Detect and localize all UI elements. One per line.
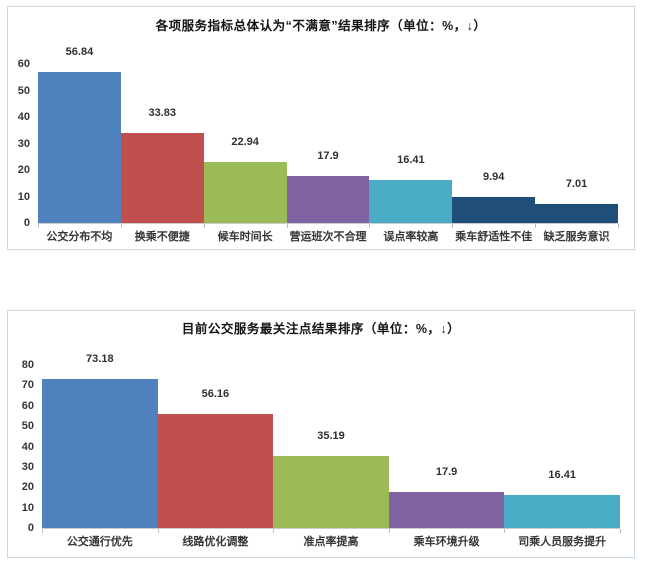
chart-card-focus-ranking: 目前公交服务最关注点结果排序（单位：%，↓） 0 10 20 30 40 50 60 70 80…: [7, 310, 635, 558]
bar-value-label: 33.83: [148, 107, 177, 120]
bar: [535, 204, 618, 223]
bar: [203, 162, 287, 223]
bar-value-label: 9.94: [482, 170, 505, 183]
plot-area: 0 10 20 30 40 50 60 70 80 73.18 公交通行优先 56.16 线路优化调整 3…: [8, 311, 634, 557]
axis-tick: [157, 529, 159, 533]
y-tick-label: 30: [21, 460, 34, 473]
axis-tick: [620, 529, 621, 533]
category-label: 公交分布不均: [46, 231, 113, 243]
axis-tick: [504, 529, 506, 533]
bar-value-label: 7.01: [565, 178, 588, 191]
bar-value-label: 73.18: [86, 352, 114, 365]
category-label: 缺乏服务意识: [543, 231, 610, 243]
axis-tick: [120, 224, 122, 228]
bar-value-label: 35.19: [317, 430, 345, 443]
bar: [273, 456, 389, 528]
category-label: 司乘人员服务提升: [518, 536, 607, 548]
bar-value-label: 17.9: [317, 149, 339, 162]
axis-tick: [286, 224, 288, 228]
axis-tick: [535, 224, 537, 228]
bar: [388, 491, 505, 528]
y-tick-label: 20: [17, 164, 30, 176]
category-label: 候车时间长: [217, 231, 273, 243]
y-tick-label: 80: [21, 359, 34, 371]
axis-tick: [388, 529, 390, 533]
y-tick-label: 50: [17, 84, 30, 97]
y-tick-label: 0: [23, 217, 30, 229]
y-tick-label: 10: [21, 501, 34, 514]
bar: [42, 378, 158, 528]
y-tick-label: 70: [21, 379, 34, 392]
category-label: 营运班次不合理: [289, 231, 367, 243]
axis-tick: [42, 529, 43, 533]
axis-tick: [369, 224, 371, 228]
y-tick-label: 10: [17, 190, 30, 203]
category-label: 准点率提高: [303, 536, 359, 548]
y-tick-label: 40: [21, 440, 34, 453]
y-tick-label: 60: [17, 58, 30, 70]
bar: [38, 72, 121, 223]
x-axis-line: [38, 223, 618, 224]
category-label: 线路优化调整: [182, 536, 249, 548]
category-label: 误点率较高: [383, 231, 439, 243]
bar: [157, 413, 274, 528]
bar-value-label: 16.41: [548, 468, 576, 481]
y-tick-label: 30: [17, 137, 30, 150]
bar: [452, 196, 536, 223]
bar-value-label: 56.84: [65, 46, 94, 59]
bar: [504, 494, 620, 528]
chart-title: 目前公交服务最关注点结果排序（单位：%，↓）: [181, 322, 461, 336]
y-tick-label: 0: [27, 522, 34, 534]
chart-title: 各项服务指标总体认为“不满意”结果排序（单位：%，↓）: [155, 19, 487, 33]
bar-value-label: 22.94: [231, 136, 259, 149]
bar-value-label: 16.41: [397, 153, 425, 166]
y-tick-label: 60: [21, 399, 34, 412]
axis-tick: [273, 529, 275, 533]
bar: [120, 133, 204, 223]
y-tick-label: 20: [21, 481, 34, 494]
bar-value-label: 17.9: [435, 465, 458, 478]
bar: [286, 175, 370, 223]
plot-area: 0 10 20 30 40 50 60 56.84 公交分布不均 33.83 换乘不便捷 22.94 候…: [8, 7, 634, 249]
axis-tick: [618, 224, 619, 228]
y-tick-label: 50: [21, 420, 34, 433]
bar-value-label: 56.16: [201, 387, 230, 400]
category-label: 乘车舒适性不佳: [455, 231, 533, 243]
x-axis-line: [42, 528, 620, 529]
y-tick-label: 40: [17, 111, 30, 123]
axis-tick: [38, 224, 39, 228]
category-label: 换乘不便捷: [134, 231, 190, 243]
chart-card-dissatisfaction-ranking: 各项服务指标总体认为“不满意”结果排序（单位：%，↓） 0 10 20 30 40 50 6…: [7, 6, 635, 250]
axis-tick: [203, 224, 205, 228]
category-label: 乘车环境升级: [413, 536, 480, 548]
category-label: 公交通行优先: [66, 536, 133, 548]
bar: [369, 179, 453, 223]
axis-tick: [452, 224, 454, 228]
